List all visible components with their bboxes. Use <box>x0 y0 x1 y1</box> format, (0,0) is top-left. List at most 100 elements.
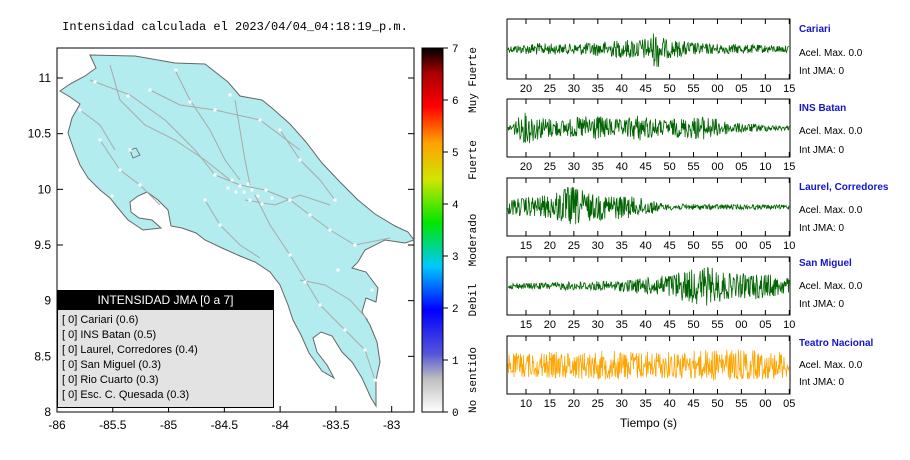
town-marker <box>242 190 246 194</box>
road <box>79 109 116 151</box>
colorbar-scale <box>421 47 444 413</box>
town-marker <box>260 202 264 206</box>
waveform-tick-label: 00 <box>735 240 747 252</box>
colorbar-label-moderado: Moderado <box>468 214 480 267</box>
town-marker <box>258 118 262 122</box>
town-marker <box>373 378 377 382</box>
waveform-trace <box>507 267 790 306</box>
colorbar-tick-label: 7 <box>452 44 459 56</box>
waveform-tick-label: 50 <box>687 240 699 252</box>
legend-item-rio-cuarto: [ 0] Rio Cuarto (0.3) <box>62 374 159 386</box>
waveform-tick-label: 35 <box>640 398 652 410</box>
waveform-tick-label: 10 <box>520 398 532 410</box>
station-int-san-miguel: Int JMA: 0 <box>799 299 845 310</box>
waveform-tick-label: 50 <box>687 319 699 331</box>
station-name-san-miguel: San Miguel <box>799 258 852 269</box>
waveform-tick-label: 40 <box>663 398 675 410</box>
town-marker <box>343 328 347 332</box>
map-ytick-label: 10 <box>38 182 52 196</box>
town-marker <box>328 228 332 232</box>
road <box>264 189 391 246</box>
map-xtick-label: -83 <box>383 418 401 432</box>
waveform-tick-label: 20 <box>544 319 556 331</box>
town-marker <box>98 138 102 142</box>
waveform-tick-label: 10 <box>783 319 795 331</box>
waveform-tick-label: 20 <box>544 240 556 252</box>
waveform-tick-label: 00 <box>759 398 771 410</box>
waveform-tick-label: 10 <box>759 83 771 95</box>
waveform-tick-label: 05 <box>759 319 771 331</box>
waveform-tick-label: 50 <box>663 161 675 173</box>
waveform-tick-label: 00 <box>711 83 723 95</box>
waveform-tick-label: 05 <box>735 161 747 173</box>
waveform-tick-label: 20 <box>568 398 580 410</box>
town-marker <box>118 168 122 172</box>
colorbar-tick-label: 0 <box>452 408 459 420</box>
waveform-tick-label: 05 <box>735 83 747 95</box>
road <box>279 129 336 201</box>
waveform-panel-cariari: 20 25 30 35 40 45 50 55 00 05 10 15 <box>506 18 795 95</box>
town-marker <box>298 158 302 162</box>
station-int-teatro-nacional: Int JMA: 0 <box>799 377 845 388</box>
map-ytick-label: 9 <box>44 294 51 308</box>
town-marker <box>188 100 192 104</box>
waveform-tick-label: 20 <box>520 161 532 173</box>
town-marker <box>318 303 322 307</box>
waveform-tick-label: 55 <box>711 240 723 252</box>
station-name-ins-batan: INS Batan <box>799 103 847 114</box>
station-acc-ins-batan: Acel. Max. 0.0 <box>799 126 863 137</box>
colorbar-tick-label: 3 <box>452 252 459 264</box>
road <box>99 139 161 206</box>
colorbar-tick-label: 1 <box>452 356 459 368</box>
town-marker <box>308 213 312 217</box>
town-marker <box>303 280 307 284</box>
waveform-tick-label: 30 <box>616 398 628 410</box>
station-acc-teatro-nacional: Acel. Max. 0.0 <box>799 360 863 371</box>
town-marker <box>248 198 252 202</box>
waveform-tick-label: 05 <box>759 240 771 252</box>
town-marker <box>126 94 130 98</box>
town-markers <box>78 68 377 382</box>
legend-item-laurel-corredores: [ 0] Laurel, Corredores (0.4) <box>62 344 198 356</box>
waveform-tick-label: 35 <box>592 83 604 95</box>
station-acc-laurel: Acel. Max. 0.0 <box>799 205 863 216</box>
colorbar-label-debil: Debil <box>468 283 480 316</box>
waveform-tick-label: 50 <box>663 83 675 95</box>
waveform-tick-label: 35 <box>592 161 604 173</box>
town-marker <box>213 108 217 112</box>
station-name-laurel: Laurel, Corredores <box>799 182 889 193</box>
station-int-laurel: Int JMA: 0 <box>799 223 845 234</box>
town-marker <box>370 288 374 292</box>
road <box>299 279 369 321</box>
map-xtick-label: -85.5 <box>99 418 127 432</box>
waveform-trace <box>507 186 790 225</box>
colorbar-ticks: 0 1 2 3 4 5 6 7 No sentido Debil Moderado Fuerte Muy… <box>443 44 480 420</box>
waveform-tick-label: 30 <box>568 83 580 95</box>
town-marker <box>363 348 367 352</box>
road <box>149 89 216 111</box>
road <box>109 64 231 181</box>
town-marker <box>264 188 268 192</box>
waveform-tick-label: 20 <box>520 83 532 95</box>
legend-title: INTENSIDAD JMA [0 a 7] <box>58 291 273 310</box>
station-name-teatro-nacional: Teatro Nacional <box>799 338 874 349</box>
waveform-tick-label: 55 <box>711 319 723 331</box>
waveform-tick-label: 45 <box>663 319 675 331</box>
town-marker <box>174 68 178 72</box>
town-marker <box>246 182 250 186</box>
colorbar-label-no-sentido: No sentido <box>468 347 480 413</box>
town-marker <box>226 186 230 190</box>
map-ytick-label: 8 <box>44 405 51 419</box>
town-marker <box>213 173 217 177</box>
waveform-tick-label: 00 <box>711 161 723 173</box>
nicoya-gulf-island <box>129 147 141 159</box>
waveform-tick-label: 15 <box>783 83 795 95</box>
town-marker <box>78 108 82 112</box>
town-marker <box>353 243 357 247</box>
map-xtick-label: -84 <box>271 418 289 432</box>
waveform-trace <box>507 33 790 67</box>
waveform-panel-teatro-nacional: 10 15 20 25 30 35 40 45 50 55 00 05 <box>506 335 795 410</box>
costa-rica-landmass <box>59 54 415 408</box>
colorbar-tick-label: 6 <box>452 96 459 108</box>
intensity-legend: INTENSIDAD JMA [0 a 7] [ 0] Cariari (0.6… <box>57 290 274 408</box>
